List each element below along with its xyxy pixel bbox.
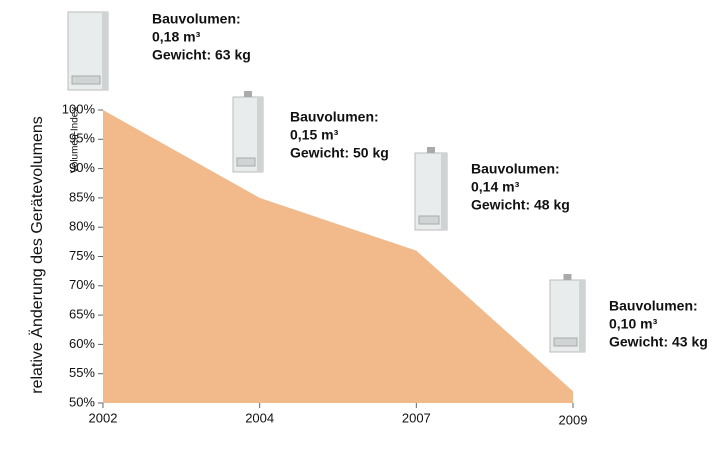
appliance-panel bbox=[236, 157, 256, 167]
y-tick-label: 55% bbox=[69, 365, 95, 380]
y-axis-sublabel: Volumen-Index bbox=[70, 107, 81, 174]
appliance-pipe bbox=[427, 147, 435, 153]
x-tick-label: 2007 bbox=[402, 410, 431, 425]
y-tick-label: 95% bbox=[69, 131, 95, 146]
area bbox=[103, 110, 573, 403]
annotation: Bauvolumen: bbox=[290, 109, 379, 125]
appliance-shade bbox=[579, 280, 585, 352]
y-tick-label: 60% bbox=[69, 336, 95, 351]
appliance-image bbox=[414, 147, 448, 231]
y-tick-label: 90% bbox=[69, 160, 95, 175]
y-tick-label: 80% bbox=[69, 219, 95, 234]
appliance-panel bbox=[553, 337, 578, 347]
y-tick-label: 50% bbox=[69, 394, 95, 409]
annotation: Bauvolumen: bbox=[609, 298, 698, 314]
appliance-pipe bbox=[563, 274, 572, 280]
y-tick-label: 70% bbox=[69, 277, 95, 292]
y-tick-label: 75% bbox=[69, 248, 95, 263]
annotation: Gewicht: 63 kg bbox=[152, 47, 251, 63]
appliance-image bbox=[549, 274, 586, 353]
appliance-image bbox=[67, 11, 109, 91]
annotation: Gewicht: 43 kg bbox=[609, 334, 708, 350]
x-tick-label: 2004 bbox=[245, 410, 274, 425]
appliance-image bbox=[232, 91, 264, 173]
appliance-shade bbox=[102, 12, 108, 90]
annotation: Gewicht: 50 kg bbox=[290, 145, 389, 161]
y-tick-label: 85% bbox=[69, 189, 95, 204]
annotation: Bauvolumen: bbox=[152, 11, 241, 27]
y-tick-label: 100% bbox=[62, 101, 96, 116]
annotation: 0,14 m³ bbox=[471, 179, 520, 195]
annotation: 0,10 m³ bbox=[609, 316, 658, 332]
appliance-pipe bbox=[244, 91, 252, 97]
annotation: 0,18 m³ bbox=[152, 29, 201, 45]
annotation: Bauvolumen: bbox=[471, 161, 560, 177]
x-tick-label: 2009 bbox=[559, 412, 588, 427]
y-axis-label: relative Änderung des Gerätevolumens bbox=[28, 116, 46, 394]
appliance-panel bbox=[71, 75, 101, 85]
y-tick-label: 65% bbox=[69, 307, 95, 322]
x-tick-label: 2002 bbox=[89, 410, 118, 425]
appliance-shade bbox=[441, 153, 447, 230]
annotation: Gewicht: 48 kg bbox=[471, 197, 570, 213]
annotation: 0,15 m³ bbox=[290, 127, 339, 143]
appliance-shade bbox=[257, 97, 263, 172]
appliance-panel bbox=[418, 215, 440, 225]
